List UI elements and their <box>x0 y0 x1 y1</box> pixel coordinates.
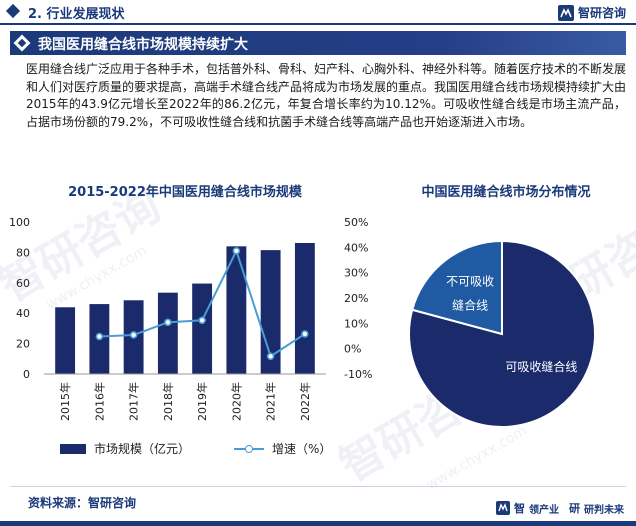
growth-rate-point <box>95 332 104 341</box>
y-right-tick-label: 10% <box>344 317 368 330</box>
x-tick-label: 2022年 <box>298 382 312 421</box>
y-right-tick-label: 50% <box>344 216 368 229</box>
chart-legend: 市场规模（亿元） 增速（%） <box>60 440 331 457</box>
footer-brand: 智 领产业 研 研判未来 <box>496 500 624 516</box>
footer-logo-char-a: 智 <box>514 502 525 515</box>
y-right-tick-label: 20% <box>344 292 368 305</box>
chart-title: 2015-2022年中国医用缝合线市场规模 <box>68 184 303 200</box>
section-header: 2. 行业发展现状 智研咨询 <box>0 0 636 26</box>
x-tick-label: 2020年 <box>229 382 243 421</box>
headline-bar: 我国医用缝合线市场规模持续扩大 <box>10 31 626 55</box>
diamond-icon <box>13 34 31 52</box>
y-left-tick-label: 100 <box>9 216 30 229</box>
legend-bar-swatch <box>60 443 86 454</box>
bar <box>192 283 213 374</box>
x-tick-label: 2016年 <box>92 382 106 421</box>
body-paragraph: 医用缝合线广泛应用于各种手术，包括普外科、骨科、妇产科、心胸外科、神经外科等。随… <box>26 62 627 129</box>
market-size-chart: 2015-2022年中国医用缝合线市场规模 0 20 40 60 80 100 -10% 0% 1… <box>0 176 380 466</box>
pie-slice-absorbable <box>408 239 596 428</box>
y-left-tick-label: 80 <box>16 246 30 259</box>
source-note: 资料来源：智研咨询 <box>28 496 137 510</box>
header-divider <box>0 23 636 25</box>
x-tick-label: 2015年 <box>58 382 72 421</box>
x-tick-label: 2017年 <box>127 382 141 421</box>
growth-rate-point <box>198 316 206 325</box>
footer-bar <box>0 521 636 526</box>
bar <box>226 246 247 374</box>
y-left-tick-label: 0 <box>23 368 30 381</box>
y-right-tick-label: -10% <box>344 368 372 381</box>
x-tick-label: 2019年 <box>195 382 209 421</box>
legend-bar-label: 市场规模（亿元） <box>94 442 191 456</box>
brand-name: 智研咨询 <box>577 6 626 20</box>
growth-rate-point <box>164 318 172 327</box>
pie-slice-non-absorbable <box>410 239 503 336</box>
y-left-tick-label: 20 <box>16 338 30 351</box>
market-size-chart-svg: 2015-2022年中国医用缝合线市场规模 0 20 40 60 80 100 -10% 0% 1… <box>9 184 372 421</box>
pie-title: 中国医用缝合线市场分布情况 <box>421 184 590 200</box>
growth-rate-point <box>129 331 138 339</box>
section-bullet-icon <box>5 3 21 19</box>
footer-divider <box>10 486 626 487</box>
y-left-tick-label: 60 <box>16 277 30 290</box>
y-right-tick-label: 40% <box>344 241 368 254</box>
x-tick-label: 2018年 <box>161 382 175 421</box>
y-right-tick-label: 0% <box>344 343 361 356</box>
footer-logo-char-b: 研 <box>569 502 580 515</box>
headline: 我国医用缝合线市场规模持续扩大 <box>38 37 248 53</box>
x-tick-label: 2021年 <box>264 382 278 421</box>
bar <box>157 292 178 374</box>
pie-label-absorbable: 可吸收缝合线 <box>505 359 577 374</box>
footer-slogan-b: 研判未来 <box>584 504 624 516</box>
bar <box>55 307 76 374</box>
growth-rate-point <box>232 247 241 255</box>
y-right-tick-label: 30% <box>344 267 368 280</box>
footer-logo-icon <box>496 501 510 515</box>
brand: 智研咨询 <box>557 4 626 21</box>
legend-line-swatch <box>234 444 265 454</box>
bar <box>294 242 315 374</box>
brand-logo-icon <box>557 4 574 21</box>
growth-rate-point <box>301 330 309 338</box>
pie-label-non-absorbable: 不可吸收 <box>446 275 494 289</box>
section-title: 2. 行业发展现状 <box>28 7 125 22</box>
legend-line-label: 增速（%） <box>272 442 332 456</box>
distribution-pie-chart: 中国医用缝合线市场分布情况可吸收缝合线 不可吸收缝合线 <box>386 176 636 436</box>
pie-label-non-absorbable-line2: 缝合线 <box>452 298 488 313</box>
y-left-tick-label: 40 <box>16 307 30 320</box>
footer-slogan-a: 领产业 <box>529 504 559 516</box>
growth-rate-point <box>266 352 275 361</box>
